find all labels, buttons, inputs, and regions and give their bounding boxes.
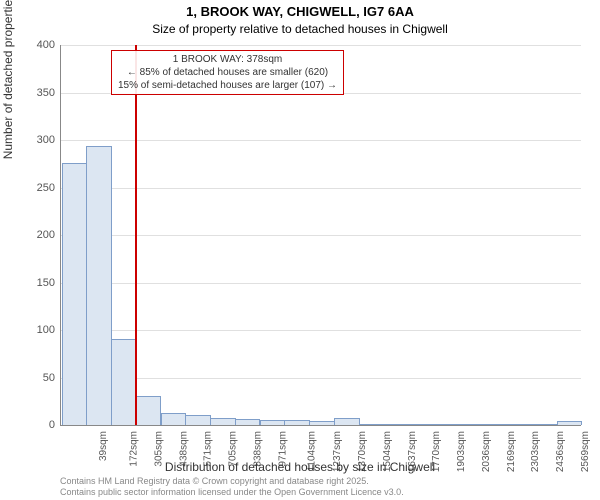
annotation-line-2: ← 85% of detached houses are smaller (62… bbox=[118, 66, 337, 79]
marker-line bbox=[135, 45, 137, 425]
annotation-line-3: 15% of semi-detached houses are larger (… bbox=[118, 79, 337, 92]
histogram-bar bbox=[210, 418, 236, 425]
histogram-bar bbox=[557, 421, 583, 425]
histogram-bar bbox=[86, 146, 112, 425]
y-tick-label: 350 bbox=[15, 87, 55, 99]
annotation-box: 1 BROOK WAY: 378sqm ← 85% of detached ho… bbox=[111, 50, 344, 95]
histogram-bar bbox=[111, 339, 137, 426]
y-tick-label: 0 bbox=[15, 419, 55, 431]
grid-line bbox=[61, 188, 581, 189]
y-tick-label: 200 bbox=[15, 229, 55, 241]
histogram-bar bbox=[408, 424, 434, 425]
plot-area: 1 BROOK WAY: 378sqm ← 85% of detached ho… bbox=[60, 45, 581, 426]
footer-line-1: Contains HM Land Registry data © Crown c… bbox=[60, 476, 404, 487]
footer-line-2: Contains public sector information licen… bbox=[60, 487, 404, 498]
grid-line bbox=[61, 378, 581, 379]
chart-title: 1, BROOK WAY, CHIGWELL, IG7 6AA bbox=[0, 4, 600, 19]
x-axis-label: Distribution of detached houses by size … bbox=[0, 460, 600, 474]
y-tick-label: 400 bbox=[15, 39, 55, 51]
grid-line bbox=[61, 235, 581, 236]
chart-subtitle: Size of property relative to detached ho… bbox=[0, 22, 600, 36]
y-tick-label: 150 bbox=[15, 277, 55, 289]
histogram-bar bbox=[483, 424, 509, 425]
grid-line bbox=[61, 45, 581, 46]
y-tick-label: 50 bbox=[15, 372, 55, 384]
histogram-bar bbox=[309, 421, 335, 425]
histogram-bar bbox=[136, 396, 162, 426]
histogram-bar bbox=[235, 419, 261, 425]
grid-line bbox=[61, 283, 581, 284]
histogram-bar bbox=[433, 424, 459, 425]
y-axis-label: Number of detached properties bbox=[1, 0, 15, 159]
histogram-bar bbox=[458, 424, 484, 425]
y-tick-label: 300 bbox=[15, 134, 55, 146]
histogram-bar bbox=[532, 424, 558, 425]
histogram-bar bbox=[161, 413, 187, 425]
histogram-bar bbox=[284, 420, 310, 425]
y-tick-label: 250 bbox=[15, 182, 55, 194]
histogram-bar bbox=[384, 424, 410, 425]
y-tick-label: 100 bbox=[15, 324, 55, 336]
histogram-bar bbox=[507, 424, 533, 425]
x-tick-label: 39sqm bbox=[98, 431, 109, 461]
grid-line bbox=[61, 330, 581, 331]
histogram-bar bbox=[334, 418, 360, 425]
footer-text: Contains HM Land Registry data © Crown c… bbox=[60, 476, 404, 498]
histogram-bar bbox=[359, 424, 385, 425]
histogram-bar bbox=[62, 163, 88, 425]
chart-container: 1, BROOK WAY, CHIGWELL, IG7 6AA Size of … bbox=[0, 0, 600, 500]
histogram-bar bbox=[185, 415, 211, 426]
histogram-bar bbox=[260, 420, 286, 425]
grid-line bbox=[61, 140, 581, 141]
annotation-line-1: 1 BROOK WAY: 378sqm bbox=[118, 53, 337, 66]
